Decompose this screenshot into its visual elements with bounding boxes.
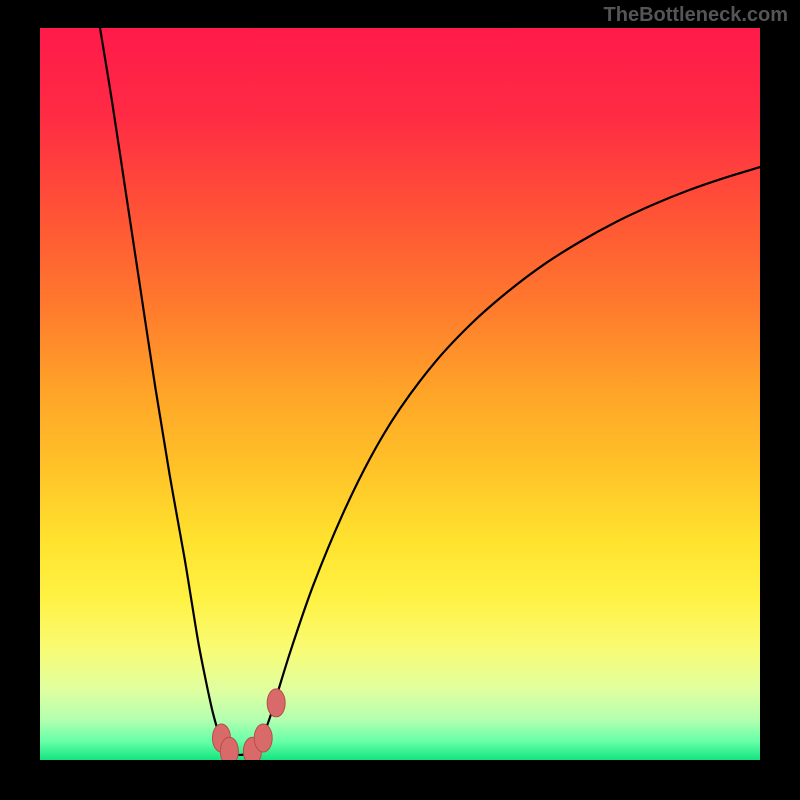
watermark-text: TheBottleneck.com bbox=[604, 4, 788, 27]
chart-container: TheBottleneck.com bbox=[0, 0, 800, 800]
bottleneck-curve-chart bbox=[0, 0, 800, 800]
bottleneck-marker bbox=[254, 724, 272, 752]
gradient-background bbox=[40, 28, 760, 760]
bottleneck-marker bbox=[267, 689, 285, 717]
